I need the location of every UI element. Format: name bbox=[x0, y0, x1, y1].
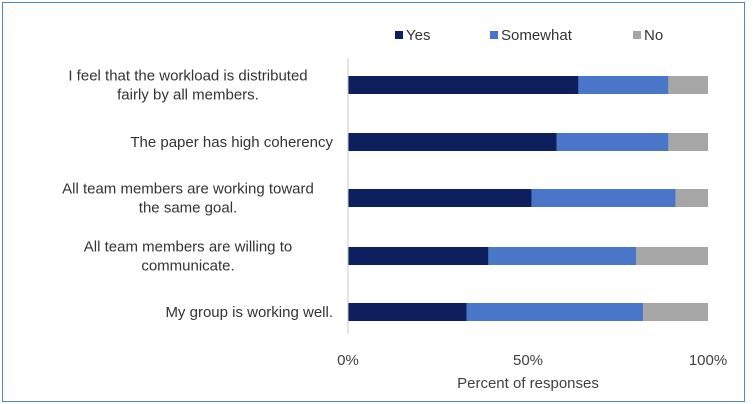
x-tick-labels: 0% 50% 100% bbox=[337, 352, 727, 369]
category-label-4-line-1: All team members are willing to bbox=[84, 239, 292, 256]
bar-yes-row-1 bbox=[348, 76, 579, 94]
bar-yes-row-2 bbox=[348, 133, 557, 151]
x-axis-title: Percent of responses bbox=[457, 375, 599, 392]
bar-somewhat-row-1 bbox=[578, 76, 669, 94]
legend-label-no: No bbox=[644, 27, 663, 44]
category-label-1-line-2: fairly by all members. bbox=[117, 87, 259, 104]
legend-swatch-somewhat bbox=[490, 31, 498, 39]
bar-no-row-4 bbox=[636, 247, 708, 265]
legend-swatch-no bbox=[633, 31, 641, 39]
category-label-3-line-1: All team members are working toward bbox=[62, 181, 314, 198]
category-labels: I feel that the workload is distributed f… bbox=[62, 68, 333, 322]
x-tick-label-3: 100% bbox=[689, 352, 727, 369]
category-label-5-line-1: My group is working well. bbox=[165, 304, 333, 321]
category-label-4-line-2: communicate. bbox=[141, 258, 234, 275]
bar-yes-row-5 bbox=[348, 303, 467, 321]
bar-yes-row-3 bbox=[348, 189, 532, 207]
legend-label-yes: Yes bbox=[406, 27, 430, 44]
bar-no-row-1 bbox=[668, 76, 708, 94]
bar-somewhat-row-2 bbox=[556, 133, 669, 151]
category-label-2-line-1: The paper has high coherency bbox=[130, 134, 333, 151]
category-label-3-line-2: the same goal. bbox=[139, 200, 237, 217]
category-label-1-line-1: I feel that the workload is distributed bbox=[68, 68, 307, 85]
legend-label-somewhat: Somewhat bbox=[501, 27, 573, 44]
bar-somewhat-row-4 bbox=[488, 247, 636, 265]
bar-somewhat-row-3 bbox=[531, 189, 676, 207]
bars bbox=[348, 76, 708, 321]
legend-swatch-yes bbox=[395, 31, 403, 39]
bar-no-row-5 bbox=[643, 303, 708, 321]
x-tick-label-2: 50% bbox=[513, 352, 543, 369]
bar-yes-row-4 bbox=[348, 247, 489, 265]
bar-no-row-2 bbox=[668, 133, 708, 151]
legend: Yes Somewhat No bbox=[395, 27, 663, 44]
x-tick-label-1: 0% bbox=[337, 352, 359, 369]
bar-somewhat-row-5 bbox=[466, 303, 644, 321]
bar-no-row-3 bbox=[675, 189, 708, 207]
